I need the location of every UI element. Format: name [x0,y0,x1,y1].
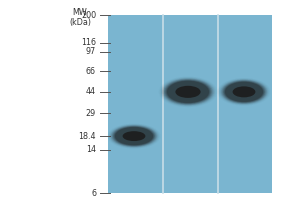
Ellipse shape [166,80,211,104]
Ellipse shape [112,126,156,147]
Ellipse shape [225,82,263,102]
Ellipse shape [166,80,210,103]
Ellipse shape [224,81,264,103]
Text: 44: 44 [86,87,96,96]
Ellipse shape [114,127,154,145]
Ellipse shape [176,86,201,98]
Ellipse shape [224,82,264,102]
Ellipse shape [222,80,266,103]
Text: MW
(kDa): MW (kDa) [69,8,91,27]
Bar [108,15,272,193]
Ellipse shape [220,79,268,104]
Text: 6: 6 [91,188,96,198]
Ellipse shape [162,78,214,106]
Ellipse shape [164,79,212,104]
Text: 200: 200 [81,10,96,20]
Ellipse shape [222,80,266,104]
Text: 29: 29 [86,109,96,118]
Text: 116: 116 [81,38,96,47]
Ellipse shape [110,125,158,147]
Ellipse shape [112,126,156,146]
Ellipse shape [163,79,213,105]
Text: 14: 14 [86,145,96,154]
Ellipse shape [167,81,209,103]
Ellipse shape [114,126,154,146]
Ellipse shape [223,81,265,103]
Ellipse shape [111,125,157,147]
Ellipse shape [232,86,255,97]
Text: 66: 66 [86,67,96,76]
Ellipse shape [221,80,267,104]
Ellipse shape [123,131,146,141]
Ellipse shape [165,80,211,104]
Text: 97: 97 [86,47,96,56]
Ellipse shape [113,126,155,146]
Text: 18.4: 18.4 [79,132,96,141]
Ellipse shape [163,79,214,105]
Ellipse shape [115,127,153,145]
